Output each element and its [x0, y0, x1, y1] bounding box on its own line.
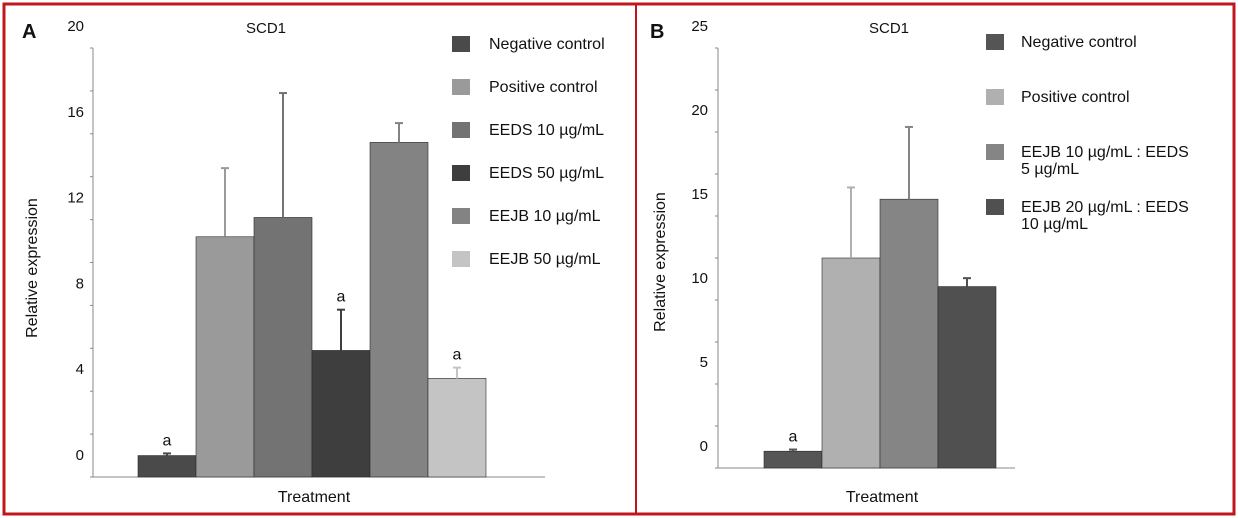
legend-swatch [452, 165, 470, 181]
legend-swatch [986, 144, 1004, 160]
legend: Negative control Positive control EEDS 10 … [452, 36, 605, 268]
legend-label: EEJB 10 µg/mL : EEDS 5 µg/mL [1021, 144, 1189, 178]
y-tick-label: 0 [700, 438, 708, 455]
significance-label: a [453, 347, 462, 364]
legend: Negative control Positive control EEJB 10 … [986, 34, 1189, 233]
legend-swatch [986, 199, 1004, 215]
bar [369, 142, 429, 478]
legend-swatch [452, 79, 470, 95]
legend-swatch [986, 34, 1004, 50]
bar [763, 450, 823, 469]
bar [821, 257, 881, 469]
y-tick-label: 15 [691, 186, 708, 203]
y-tick-label: 0 [76, 447, 84, 464]
legend-swatch [986, 89, 1004, 105]
legend-label: EEDS 10 µg/mL [489, 122, 604, 139]
y-tick-label: 12 [67, 190, 84, 207]
bar [137, 455, 197, 478]
chart-title: SCD1 [246, 20, 286, 37]
y-axis-label: Relative expression [24, 198, 41, 338]
y-tick-label: 5 [700, 354, 708, 371]
legend-swatch [452, 36, 470, 52]
y-tick-label: 16 [67, 104, 84, 121]
y-tick-label: 25 [691, 18, 708, 35]
significance-label: a [163, 432, 172, 449]
y-tick-label: 10 [691, 270, 708, 287]
significance-label: a [337, 289, 346, 306]
legend-label: EEJB 20 µg/mL : EEDS 10 µg/mL [1021, 199, 1189, 233]
panel-label: B [650, 21, 664, 43]
panel-label: A [22, 21, 36, 43]
significance-label: a [789, 429, 798, 446]
legend-label: Negative control [489, 36, 605, 53]
x-axis-label: Treatment [846, 489, 919, 506]
chart-panel-a: A SCD1 Treatment Relative expression 0 4 8… [22, 18, 605, 506]
y-tick-label: 8 [76, 275, 84, 292]
legend-swatch [452, 251, 470, 267]
legend-label: Positive control [1021, 89, 1130, 106]
bar [253, 217, 313, 478]
x-axis-label: Treatment [278, 489, 351, 506]
bar [311, 350, 371, 478]
legend-label: EEDS 50 µg/mL [489, 165, 604, 182]
chart-panel-b: B SCD1 Treatment Relative expression 0 5 1… [650, 18, 1189, 506]
bar [195, 236, 255, 478]
legend-label: Negative control [1021, 34, 1137, 51]
y-axis-label: Relative expression [652, 192, 669, 332]
legend-label: Positive control [489, 79, 598, 96]
bar [879, 198, 939, 469]
legend-label: EEJB 50 µg/mL [489, 251, 601, 268]
legend-label: EEJB 10 µg/mL [489, 208, 601, 225]
bars: a [763, 125, 997, 469]
y-tick-label: 20 [691, 102, 708, 119]
y-tick-label: 20 [67, 18, 84, 35]
chart-title: SCD1 [869, 20, 909, 37]
legend-swatch [452, 208, 470, 224]
bars: a a a [137, 92, 487, 478]
bar [937, 286, 997, 469]
y-tick-label: 4 [76, 361, 84, 378]
bar [427, 378, 487, 478]
legend-swatch [452, 122, 470, 138]
